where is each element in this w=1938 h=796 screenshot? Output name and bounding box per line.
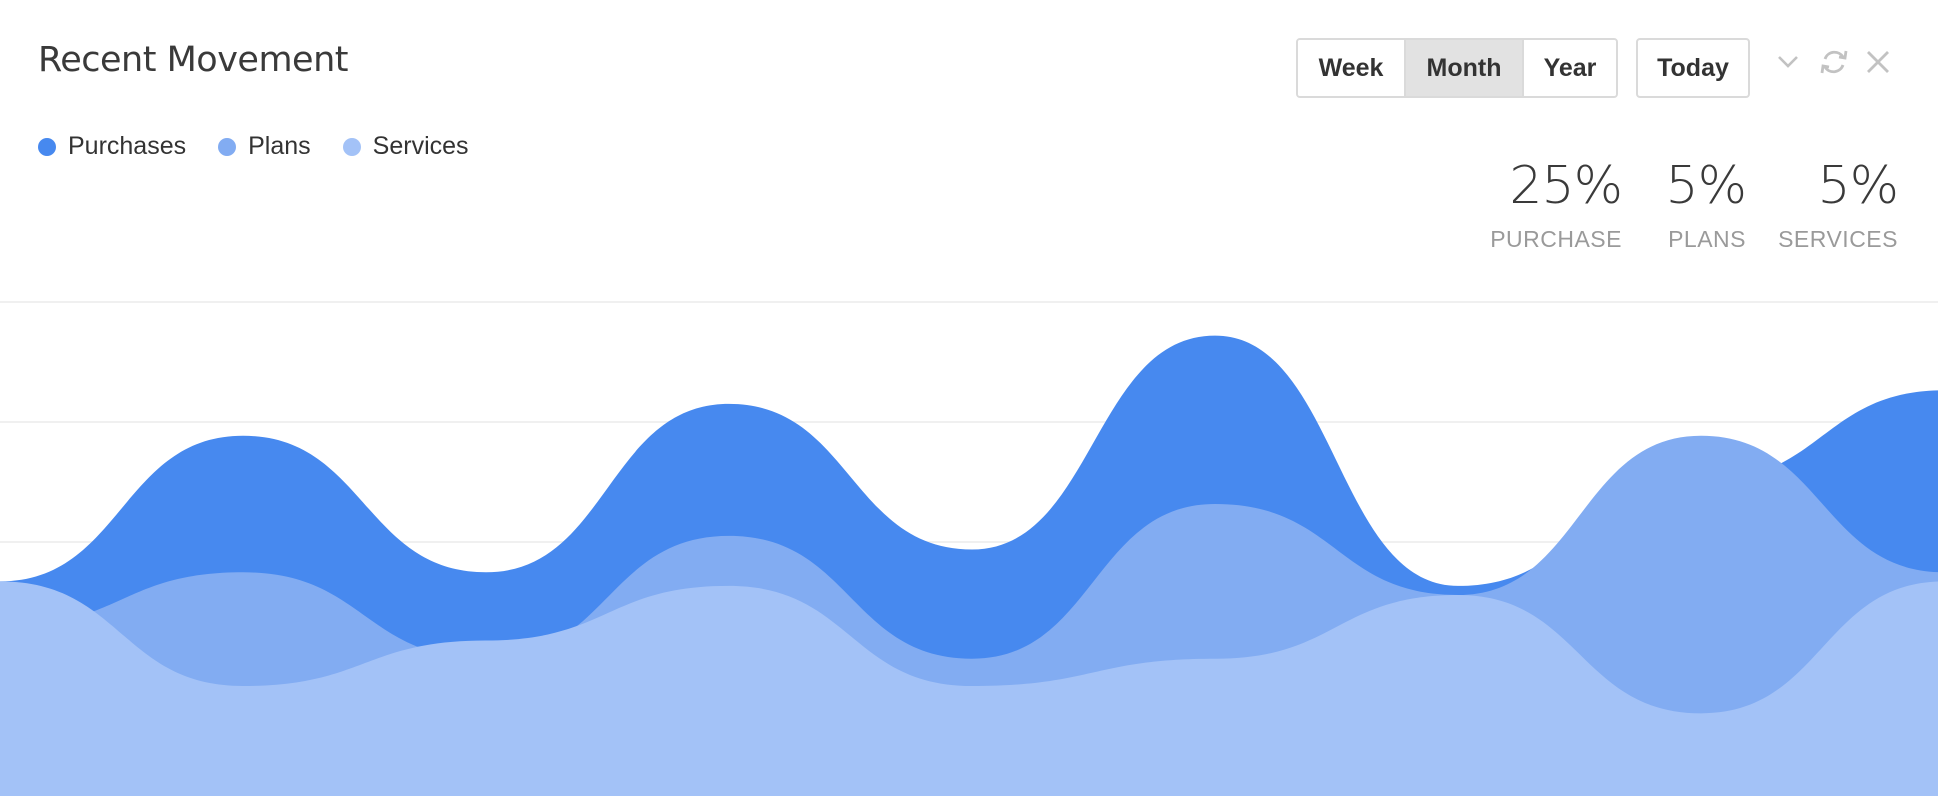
legend-swatch-purchases [38, 137, 56, 156]
stat-plans-value: 5% [1665, 156, 1747, 216]
legend-label-plans: Plans [248, 132, 311, 160]
chart-series [0, 335, 1938, 796]
legend-item-purchases[interactable]: Purchases [38, 132, 186, 161]
today-button[interactable]: Today [1636, 38, 1750, 98]
area-series-services[interactable] [0, 581, 1938, 796]
stat-purchase-label: PURCHASE [1490, 226, 1622, 252]
stats-summary: 25% PURCHASE 5% PLANS 5% SERVICES [0, 160, 1938, 260]
stat-services: 5% SERVICES [1778, 156, 1899, 253]
close-icon[interactable] [1862, 46, 1894, 78]
legend-label-purchases: Purchases [68, 132, 187, 160]
movement-area-chart [0, 301, 1938, 796]
chevron-down-icon[interactable] [1772, 46, 1804, 78]
widget-title: Recent Movement [38, 40, 348, 80]
legend-swatch-services [342, 137, 361, 156]
chart-legend: Purchases Plans Services [38, 132, 501, 161]
stat-plans-label: PLANS [1668, 226, 1746, 252]
stat-services-label: SERVICES [1778, 226, 1898, 252]
refresh-icon[interactable] [1818, 46, 1850, 78]
range-year-button[interactable]: Year [1522, 40, 1616, 96]
range-week-button[interactable]: Week [1298, 40, 1404, 96]
stat-purchase-value: 25% [1509, 156, 1623, 216]
stat-plans: 5% PLANS [1666, 160, 1747, 253]
legend-label-services: Services [372, 132, 469, 160]
stat-services-value: 5% [1817, 156, 1899, 216]
range-toggle-group: Week Month Year [1296, 38, 1618, 98]
legend-swatch-plans [218, 137, 237, 156]
legend-item-plans[interactable]: Plans [218, 132, 311, 161]
range-month-button[interactable]: Month [1404, 40, 1522, 96]
legend-item-services[interactable]: Services [342, 132, 469, 161]
stat-purchase: 25% PURCHASE [1490, 156, 1623, 253]
